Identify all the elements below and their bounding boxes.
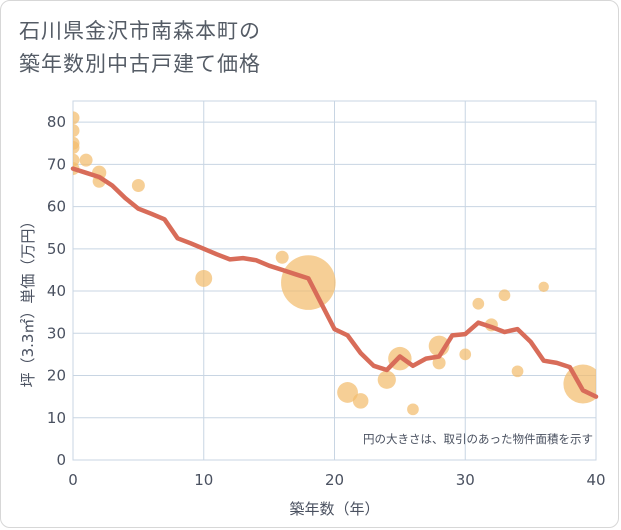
y-tick-label: 40 (47, 282, 66, 300)
bubble-point (79, 153, 93, 167)
x-tick-label: 40 (586, 471, 605, 489)
size-legend-note: 円の大きさは、取引のあった物件面積を示す (363, 432, 593, 446)
y-tick-label: 60 (47, 198, 66, 216)
title-line-2: 築年数別中古戸建て価格 (19, 52, 261, 76)
bubble-point (275, 250, 289, 264)
bubble-point (459, 348, 472, 361)
y-tick-label: 20 (47, 367, 66, 385)
y-tick-label: 0 (56, 451, 66, 469)
bubble-point (73, 124, 80, 138)
x-axis-label: 築年数（年） (289, 500, 379, 518)
trend-series (70, 166, 599, 399)
x-tick-label: 10 (194, 471, 213, 489)
y-tick-label: 10 (47, 409, 66, 427)
bubble-point (538, 281, 549, 293)
bubble-point (352, 393, 369, 409)
bubble-point (73, 111, 80, 125)
axis-ticks: 0 10 20 30 40 0 10 20 30 40 50 60 70 80 (47, 113, 606, 489)
y-tick-label: 30 (47, 324, 66, 342)
bubble-point (73, 140, 80, 154)
y-axis-label: 坪（3.3㎡）単価（万円） (19, 214, 37, 388)
x-tick-label: 20 (325, 471, 344, 489)
title-line-1: 石川県金沢市南森本町の (19, 19, 261, 43)
bubble-point (337, 382, 358, 403)
bubble-point (432, 356, 446, 370)
y-tick-label: 50 (47, 240, 66, 258)
x-tick-label: 30 (456, 471, 475, 489)
bubble-point (472, 297, 485, 310)
bubble-point (131, 178, 145, 192)
bubble-point (511, 365, 524, 378)
x-tick-label: 0 (68, 471, 78, 489)
bubble-point (407, 403, 419, 416)
bubble-point (498, 289, 511, 302)
trend-line (70, 166, 599, 399)
chart-title: 石川県金沢市南森本町の 築年数別中古戸建て価格 (19, 15, 261, 81)
y-tick-label: 80 (47, 113, 66, 131)
bubble-point (377, 370, 396, 389)
y-tick-label: 70 (47, 155, 66, 173)
bubble-point (195, 269, 213, 287)
